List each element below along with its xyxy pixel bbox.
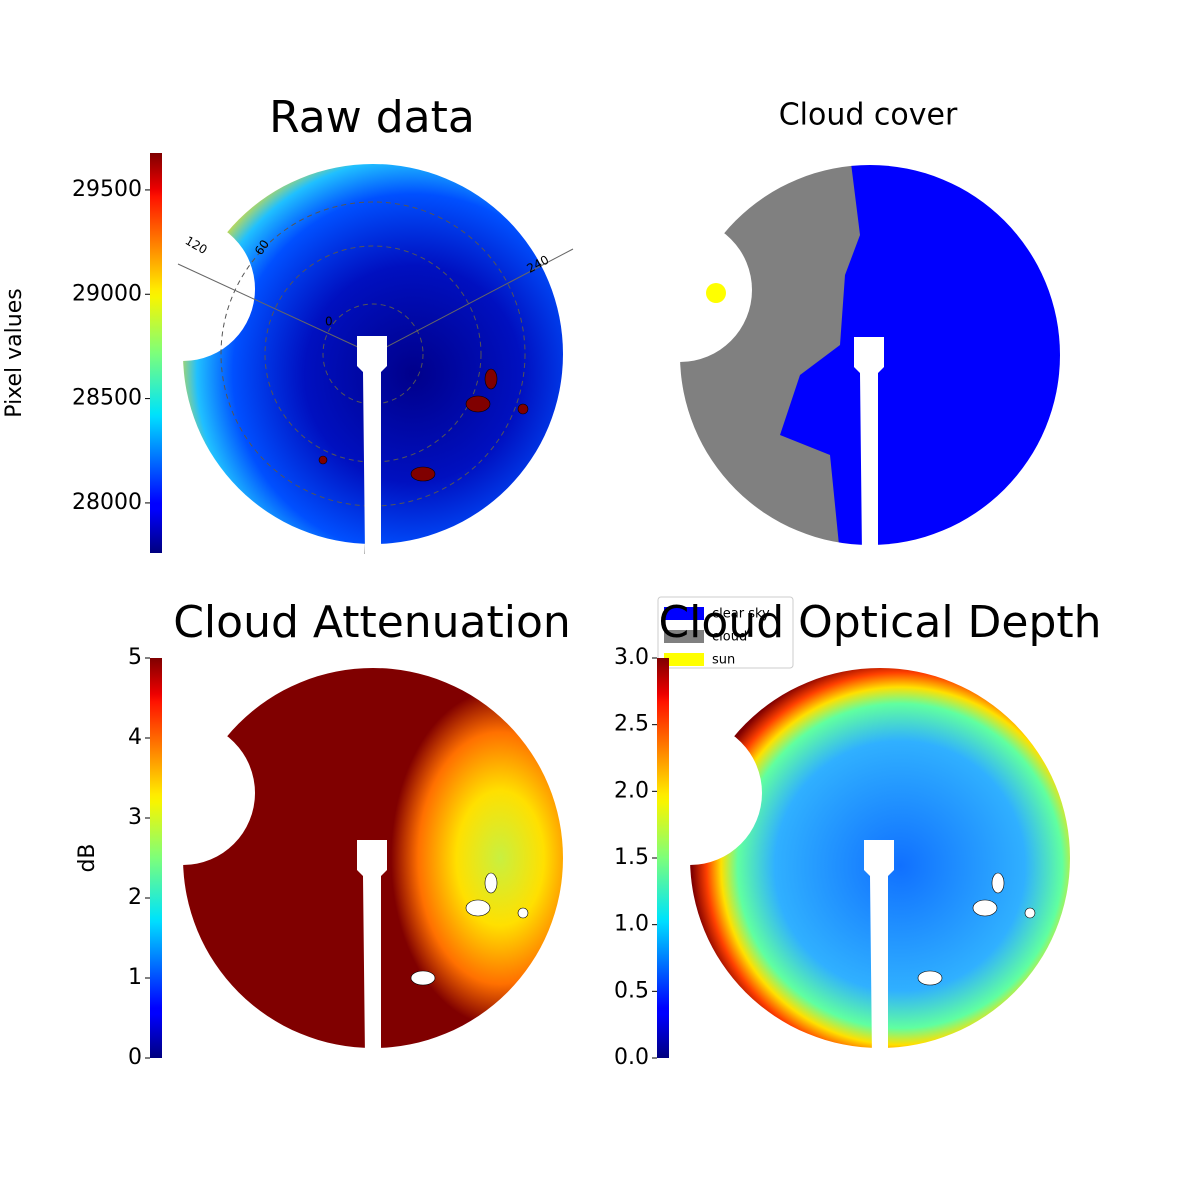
panel-title: Raw data [269,92,475,143]
colorbar-tick-label: 29500 [72,177,142,202]
colorbar-tick-label: 1 [128,965,142,990]
colorbar-tick-label: 28500 [72,386,142,411]
colorbar-tick-label: 3.0 [614,645,649,670]
panel-title: Cloud Attenuation [173,597,571,648]
legend-swatch [664,630,704,643]
colorbar-tick-label: 2.5 [614,712,649,737]
colorbar-label: dB [75,843,100,872]
colorbar-tick-label: 0 [128,1045,142,1070]
panel-title: Cloud cover [779,98,958,133]
legend-label: clear sky [712,607,770,622]
colorbar-tick-label: 29000 [72,281,142,306]
colorbar [657,658,669,1058]
colorbar-tick-label: 3 [128,805,142,830]
colorbar [150,658,162,1058]
colorbar-tick-label: 1.5 [614,845,649,870]
legend-label: sun [712,653,735,668]
colorbar [150,153,162,553]
sun-marker [706,283,726,303]
colorbar-tick-label: 2.0 [614,778,649,803]
legend-swatch [664,653,704,666]
colorbar-tick-label: 28000 [72,490,142,515]
attenuation-image [173,658,573,1058]
polar-label: 0 [325,315,333,329]
colorbar-tick-label: 0.5 [614,978,649,1003]
legend-label: cloud [712,630,747,645]
cloud-cover-image [670,155,1070,555]
raw-image [173,154,574,555]
colorbar-tick-label: 0.0 [614,1045,649,1070]
colorbar-tick-label: 2 [128,885,142,910]
panel-title: Cloud Optical Depth [658,597,1101,648]
optical-depth-image [680,658,1080,1058]
colorbar-tick-label: 1.0 [614,912,649,937]
legend-swatch [664,607,704,620]
colorbar-tick-label: 4 [128,725,142,750]
colorbar-label: Pixel values [2,288,27,417]
colorbar-tick-label: 5 [128,645,142,670]
